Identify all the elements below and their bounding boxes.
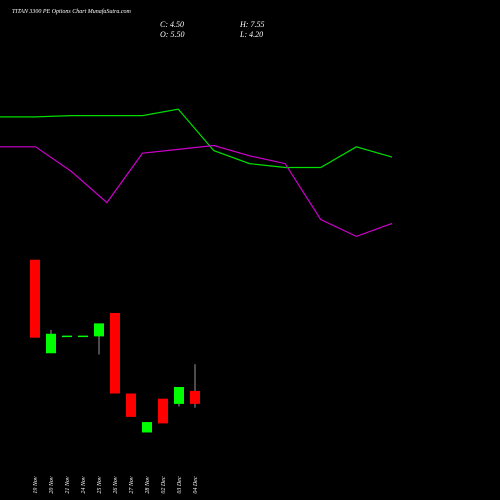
candle-body <box>30 259 40 338</box>
x-tick-label: 27 Nov <box>129 476 135 494</box>
open-info: O: 5.50 <box>160 30 184 39</box>
low-info: L: 4.20 <box>239 30 263 39</box>
candle-body <box>174 387 184 404</box>
x-tick-label: 24 Nov <box>80 476 87 494</box>
x-tick-label: 03 Dec <box>177 476 183 493</box>
x-tick-label: 20 Nov <box>49 476 55 494</box>
candle-body <box>142 422 152 433</box>
close-info: C: 4.50 <box>160 20 184 29</box>
x-tick-label: 02 Dec <box>161 476 167 493</box>
high-info: H: 7.55 <box>239 20 264 29</box>
indicator-line <box>0 144 393 238</box>
x-tick-label: 28 Nov <box>145 476 151 494</box>
chart-title: TITAN 3300 PE Options Chart MunafaSutra.… <box>12 8 132 15</box>
candle-body <box>190 390 200 404</box>
x-tick-label: 21 Nov <box>65 476 71 494</box>
x-tick-label: 25 Nov <box>97 476 103 494</box>
candle-body <box>126 393 136 417</box>
candle-body <box>110 312 120 394</box>
candle-body <box>46 333 56 354</box>
x-tick-label: 19 Nov <box>33 476 39 494</box>
indicator-line <box>0 108 393 169</box>
x-tick-label: 26 Nov <box>113 476 119 494</box>
candle-body <box>94 323 104 337</box>
x-tick-label: 04 Dec <box>192 476 199 493</box>
candle-body <box>158 398 168 424</box>
